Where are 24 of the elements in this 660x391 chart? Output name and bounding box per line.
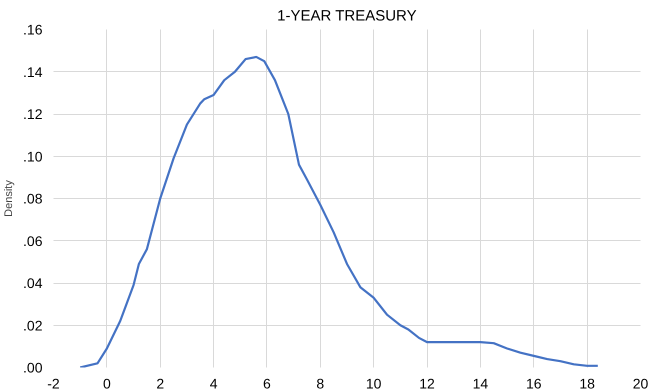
x-tick-label: 16 xyxy=(526,376,542,391)
y-tick-label: .08 xyxy=(23,190,43,206)
chart-title: 1-YEAR TREASURY xyxy=(277,8,417,24)
y-tick-label: .10 xyxy=(23,148,43,164)
x-tick-label: 6 xyxy=(263,376,272,391)
y-tick-label: .12 xyxy=(23,106,43,122)
y-tick-label: .04 xyxy=(23,275,43,291)
y-tick-label: .00 xyxy=(23,360,43,376)
y-tick-label: .02 xyxy=(23,317,43,334)
x-tick-label: 14 xyxy=(472,376,488,391)
y-tick-label: .16 xyxy=(23,22,43,38)
line-series xyxy=(79,56,599,368)
x-tick-label: 0 xyxy=(102,376,111,391)
x-tick-label: 20 xyxy=(632,376,648,391)
x-tick-label: 18 xyxy=(579,376,596,391)
x-tick-label: 2 xyxy=(156,376,164,391)
y-axis-title: Density xyxy=(3,180,16,217)
y-tick-label: .06 xyxy=(23,232,43,249)
x-tick-label: 12 xyxy=(419,376,436,391)
x-tick-label: 8 xyxy=(316,376,324,391)
x-tick-label: 10 xyxy=(366,376,382,391)
x-tick-label: -2 xyxy=(47,376,60,391)
x-tick-label: 4 xyxy=(210,376,218,391)
y-tick-label: .14 xyxy=(23,64,43,80)
